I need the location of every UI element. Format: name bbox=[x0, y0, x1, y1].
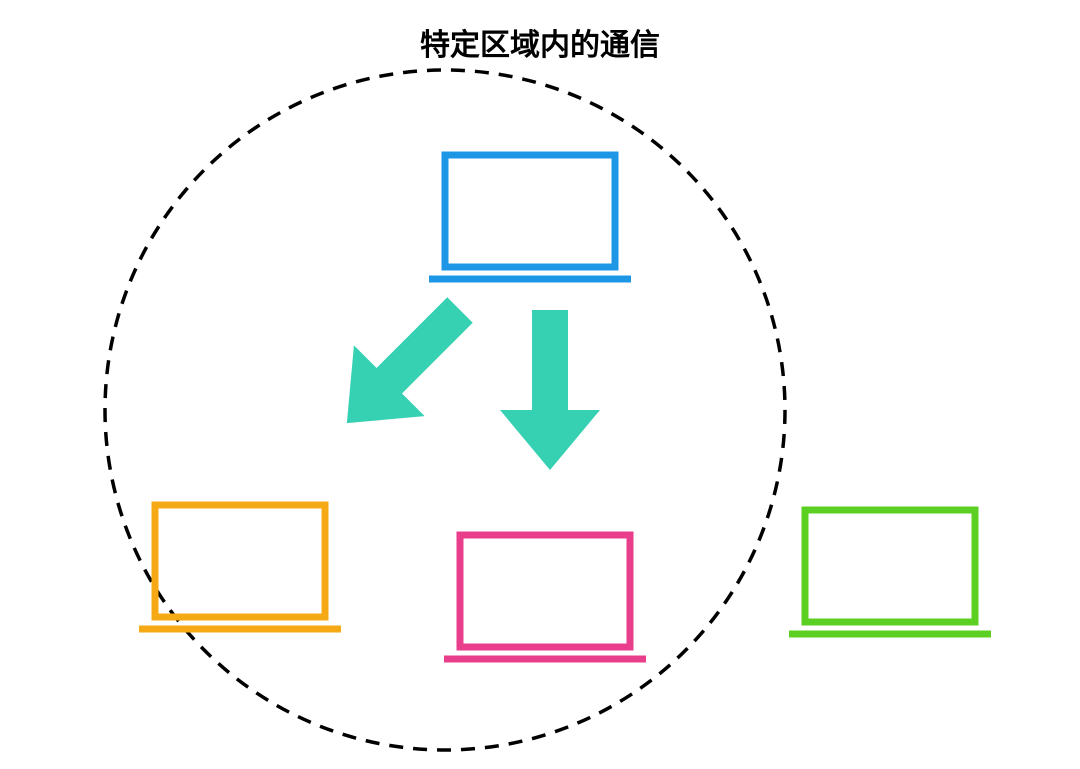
laptop-mid bbox=[444, 535, 646, 659]
laptop-top bbox=[429, 155, 631, 279]
arrow bbox=[500, 310, 600, 470]
arrow bbox=[312, 275, 496, 459]
laptop-left bbox=[139, 505, 341, 629]
diagram-canvas bbox=[0, 0, 1080, 769]
laptop-right bbox=[789, 510, 991, 634]
